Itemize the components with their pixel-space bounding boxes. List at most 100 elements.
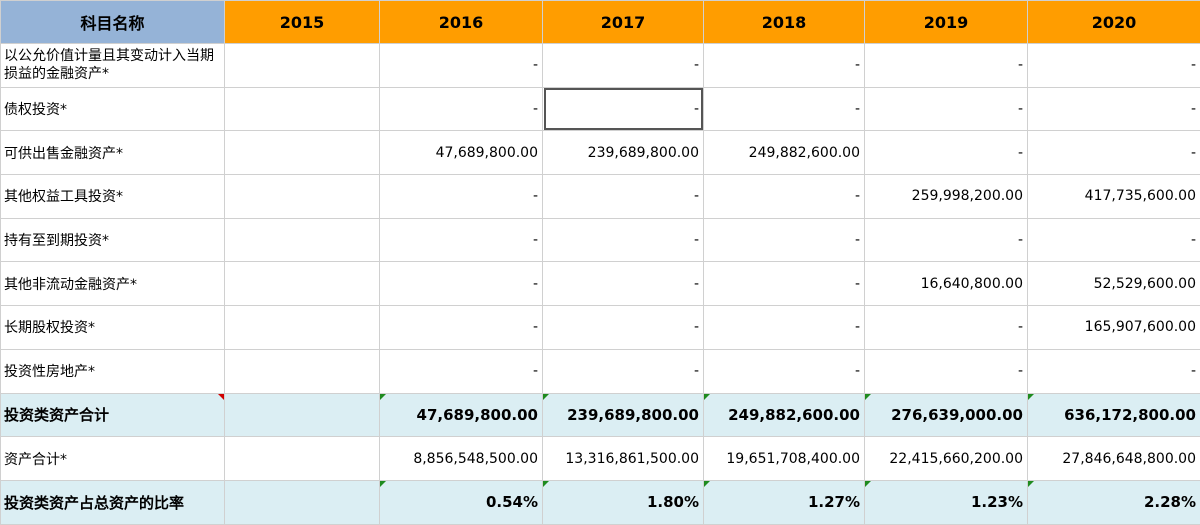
table-cell[interactable]: 1.80% (543, 480, 704, 524)
table-cell[interactable]: 13,316,861,500.00 (543, 437, 704, 481)
formula-marker-icon (865, 481, 871, 487)
table-cell[interactable] (225, 393, 380, 437)
table-cell[interactable]: - (865, 349, 1028, 393)
cell-value: 1.23% (971, 493, 1023, 511)
table-cell[interactable]: - (865, 87, 1028, 131)
table-cell[interactable]: - (1028, 131, 1200, 175)
table-cell[interactable]: - (865, 131, 1028, 175)
table-cell[interactable]: 239,689,800.00 (543, 131, 704, 175)
header-cell-2020[interactable]: 2020 (1028, 1, 1200, 44)
formula-marker-icon (704, 481, 710, 487)
table-cell[interactable]: 22,415,660,200.00 (865, 437, 1028, 481)
header-cell-2018[interactable]: 2018 (704, 1, 865, 44)
table-cell[interactable]: 2.28% (1028, 480, 1200, 524)
table-cell[interactable] (225, 437, 380, 481)
table-cell[interactable]: 47,689,800.00 (380, 131, 543, 175)
table-cell[interactable]: - (380, 349, 543, 393)
table-cell[interactable]: - (380, 262, 543, 306)
table-cell[interactable]: 27,846,648,800.00 (1028, 437, 1200, 481)
row-label[interactable]: 投资性房地产* (1, 349, 225, 393)
table-row: 投资性房地产* - - - - - (1, 349, 1200, 393)
table-cell[interactable]: 0.54% (380, 480, 543, 524)
header-cell-2016[interactable]: 2016 (380, 1, 543, 44)
cell-value: 2.28% (1144, 493, 1196, 511)
table-cell[interactable] (225, 480, 380, 524)
table-row: 其他权益工具投资* - - - 259,998,200.00 417,735,6… (1, 175, 1200, 219)
formula-marker-icon (543, 481, 549, 487)
header-cell-2015[interactable]: 2015 (225, 1, 380, 44)
table-cell[interactable]: - (1028, 44, 1200, 88)
table-cell[interactable]: 417,735,600.00 (1028, 175, 1200, 219)
table-cell[interactable]: - (543, 218, 704, 262)
table-cell[interactable]: - (380, 306, 543, 350)
table-cell[interactable] (225, 44, 380, 88)
row-label[interactable]: 长期股权投资* (1, 306, 225, 350)
table-cell[interactable] (225, 87, 380, 131)
table-cell[interactable]: - (543, 349, 704, 393)
table-cell[interactable]: - (543, 306, 704, 350)
table-cell[interactable]: 19,651,708,400.00 (704, 437, 865, 481)
table-cell[interactable]: - (380, 218, 543, 262)
row-label[interactable]: 可供出售金融资产* (1, 131, 225, 175)
table-cell[interactable]: 52,529,600.00 (1028, 262, 1200, 306)
table-cell[interactable]: - (1028, 218, 1200, 262)
table-cell[interactable]: 1.23% (865, 480, 1028, 524)
table-cell[interactable]: 239,689,800.00 (543, 393, 704, 437)
table-cell[interactable]: - (543, 262, 704, 306)
table-cell[interactable]: - (704, 175, 865, 219)
table-cell[interactable] (225, 218, 380, 262)
header-cell-2017[interactable]: 2017 (543, 1, 704, 44)
table-cell[interactable]: - (380, 175, 543, 219)
table-cell[interactable]: - (704, 306, 865, 350)
header-cell-name[interactable]: 科目名称 (1, 1, 225, 44)
row-label[interactable]: 投资类资产占总资产的比率 (1, 480, 225, 524)
table-cell[interactable]: 276,639,000.00 (865, 393, 1028, 437)
table-cell[interactable]: 16,640,800.00 (865, 262, 1028, 306)
table-cell[interactable]: - (543, 44, 704, 88)
table-row: 长期股权投资* - - - - 165,907,600.00 (1, 306, 1200, 350)
formula-marker-icon (380, 394, 386, 400)
comment-marker-icon (218, 394, 224, 400)
table-cell[interactable]: 259,998,200.00 (865, 175, 1028, 219)
row-label[interactable]: 资产合计* (1, 437, 225, 481)
table-cell[interactable]: 8,856,548,500.00 (380, 437, 543, 481)
table-cell[interactable] (225, 262, 380, 306)
table-cell[interactable]: - (380, 87, 543, 131)
table-cell[interactable]: - (865, 218, 1028, 262)
row-label[interactable]: 投资类资产合计 (1, 393, 225, 437)
table-cell[interactable]: 47,689,800.00 (380, 393, 543, 437)
table-cell[interactable]: - (865, 44, 1028, 88)
cell-value: 239,689,800.00 (567, 406, 699, 424)
row-label[interactable]: 债权投资* (1, 87, 225, 131)
table-cell[interactable] (225, 349, 380, 393)
table-cell[interactable]: - (704, 87, 865, 131)
row-label[interactable]: 以公允价值计量且其变动计入当期损益的金融资产* (1, 44, 225, 88)
formula-marker-icon (1028, 481, 1034, 487)
table-cell[interactable]: - (704, 262, 865, 306)
table-cell[interactable]: - (704, 218, 865, 262)
table-cell[interactable]: - (865, 306, 1028, 350)
table-cell[interactable]: 636,172,800.00 (1028, 393, 1200, 437)
table-cell[interactable]: - (543, 175, 704, 219)
table-cell[interactable]: - (704, 349, 865, 393)
table-cell[interactable]: 165,907,600.00 (1028, 306, 1200, 350)
table-cell[interactable] (225, 131, 380, 175)
row-label[interactable]: 持有至到期投资* (1, 218, 225, 262)
table-cell[interactable]: 1.27% (704, 480, 865, 524)
cell-value: 1.27% (808, 493, 860, 511)
table-cell[interactable]: 249,882,600.00 (704, 131, 865, 175)
row-label[interactable]: 其他权益工具投资* (1, 175, 225, 219)
table-row: 可供出售金融资产* 47,689,800.00 239,689,800.00 2… (1, 131, 1200, 175)
header-cell-2019[interactable]: 2019 (865, 1, 1028, 44)
formula-marker-icon (1028, 394, 1034, 400)
selected-cell[interactable]: - (543, 87, 704, 131)
table-cell[interactable] (225, 306, 380, 350)
table-cell[interactable]: 249,882,600.00 (704, 393, 865, 437)
table-cell[interactable]: - (704, 44, 865, 88)
row-label[interactable]: 其他非流动金融资产* (1, 262, 225, 306)
table-cell[interactable]: - (1028, 349, 1200, 393)
table-cell[interactable] (225, 175, 380, 219)
table-cell[interactable]: - (380, 44, 543, 88)
table-cell[interactable]: - (1028, 87, 1200, 131)
